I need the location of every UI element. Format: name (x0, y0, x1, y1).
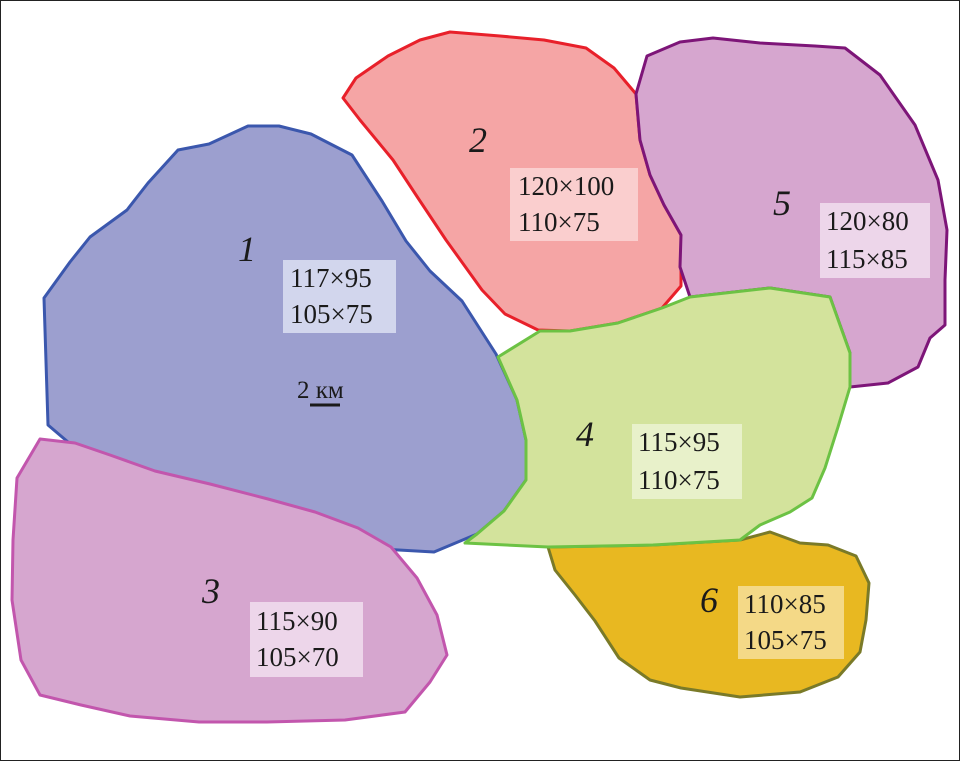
zone-4-number: 4 (576, 414, 594, 454)
zone-4 (463, 286, 852, 549)
zone-6-number: 6 (700, 580, 718, 620)
zone-5-dim-1: 120×80 (826, 206, 909, 236)
zone-4-dim-2: 110×75 (638, 465, 720, 495)
zone-2-dim-2: 110×75 (518, 207, 600, 237)
zone-5 (634, 36, 949, 389)
zone-1-label-box (283, 260, 396, 333)
zone-1-dim-2: 105×75 (290, 299, 373, 329)
zone-2-dim-1: 120×100 (518, 171, 614, 201)
zone-5-number: 5 (773, 183, 791, 223)
zone-3-label-box (250, 602, 363, 677)
zone-5-label-box (820, 203, 930, 278)
zone-3-number: 3 (201, 571, 220, 611)
zone-3-dim-1: 115×90 (256, 606, 338, 636)
zone-3-dim-2: 105×70 (256, 642, 339, 672)
zone-4-label-box (632, 424, 742, 499)
zone-6-dim-1: 110×85 (744, 589, 826, 619)
zone-4-dim-1: 115×95 (638, 427, 720, 457)
zone-6-dim-2: 105×75 (744, 625, 827, 655)
zone-5-area (634, 36, 949, 389)
zone-1-number: 1 (238, 229, 256, 269)
zone-1-dim-1: 117×95 (290, 263, 372, 293)
scale-bar: 2 км (297, 377, 344, 407)
zone-2-number: 2 (469, 120, 487, 160)
zone-4-area (463, 286, 852, 549)
zone-2-label-box (510, 168, 638, 241)
scale-bar-label: 2 км (297, 377, 344, 404)
zone-6-label-box (738, 586, 844, 659)
zone-5-dim-2: 115×85 (826, 244, 908, 274)
